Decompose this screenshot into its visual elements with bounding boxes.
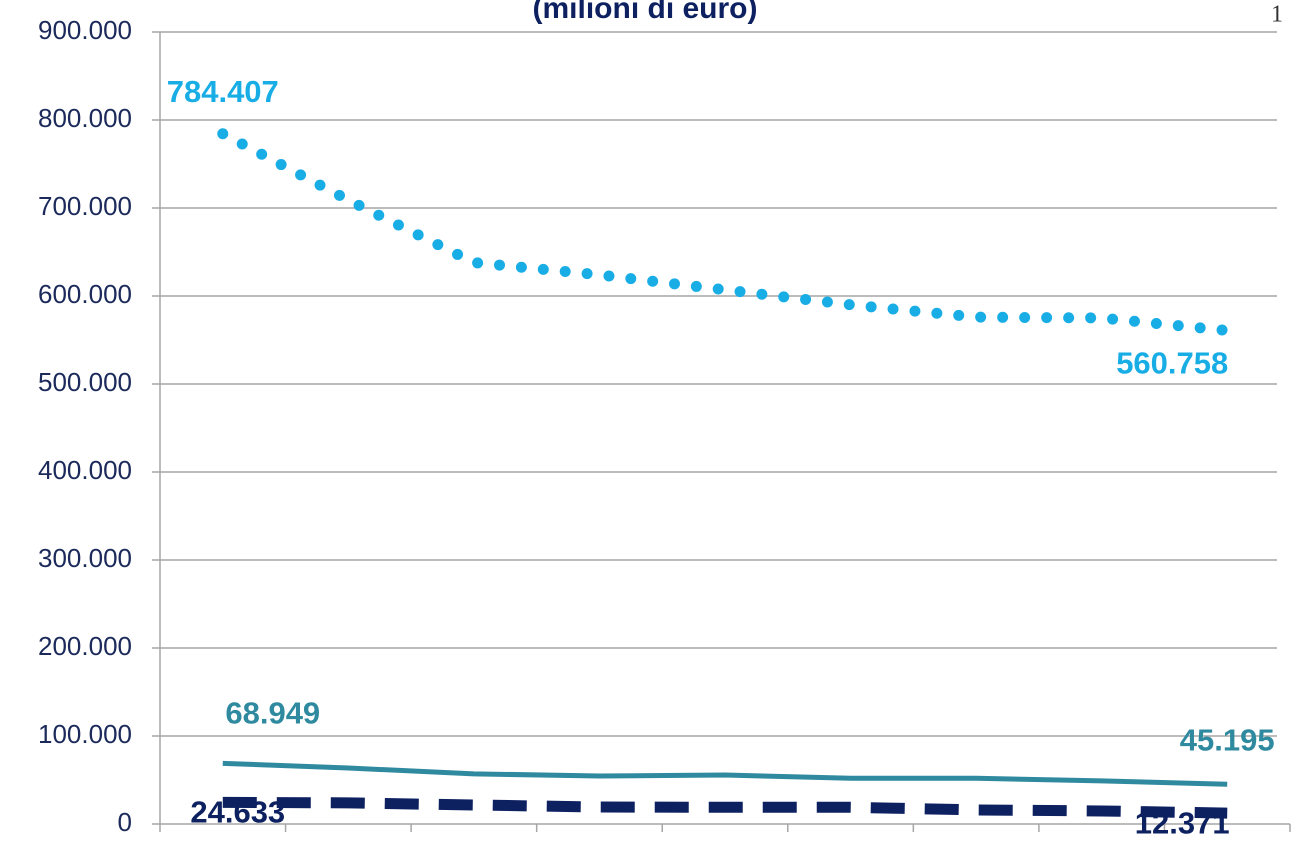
y-tick-label: 700.000	[38, 191, 132, 221]
y-tick-label: 400.000	[38, 455, 132, 485]
y-tick-label: 200.000	[38, 631, 132, 661]
y-tick-label: 800.000	[38, 103, 132, 133]
y-tick-label: 600.000	[38, 279, 132, 309]
data-label: 68.949	[225, 696, 320, 731]
page-number: 1	[1271, 2, 1283, 28]
data-label: 24.633	[190, 795, 285, 830]
data-label: 560.758	[1116, 346, 1228, 381]
y-tick-label: 300.000	[38, 543, 132, 573]
series-line	[222, 760, 1228, 787]
y-tick-label: 900.000	[38, 15, 132, 45]
series-line	[217, 128, 1233, 337]
series-line	[222, 796, 1228, 819]
chart-title: (milioni di euro)	[533, 0, 758, 25]
data-label: 784.407	[167, 74, 279, 109]
data-label: 12.371	[1135, 805, 1230, 840]
y-tick-label: 100.000	[38, 719, 132, 749]
data-label: 45.195	[1180, 722, 1275, 757]
y-tick-label: 0	[118, 807, 132, 837]
y-tick-label: 500.000	[38, 367, 132, 397]
